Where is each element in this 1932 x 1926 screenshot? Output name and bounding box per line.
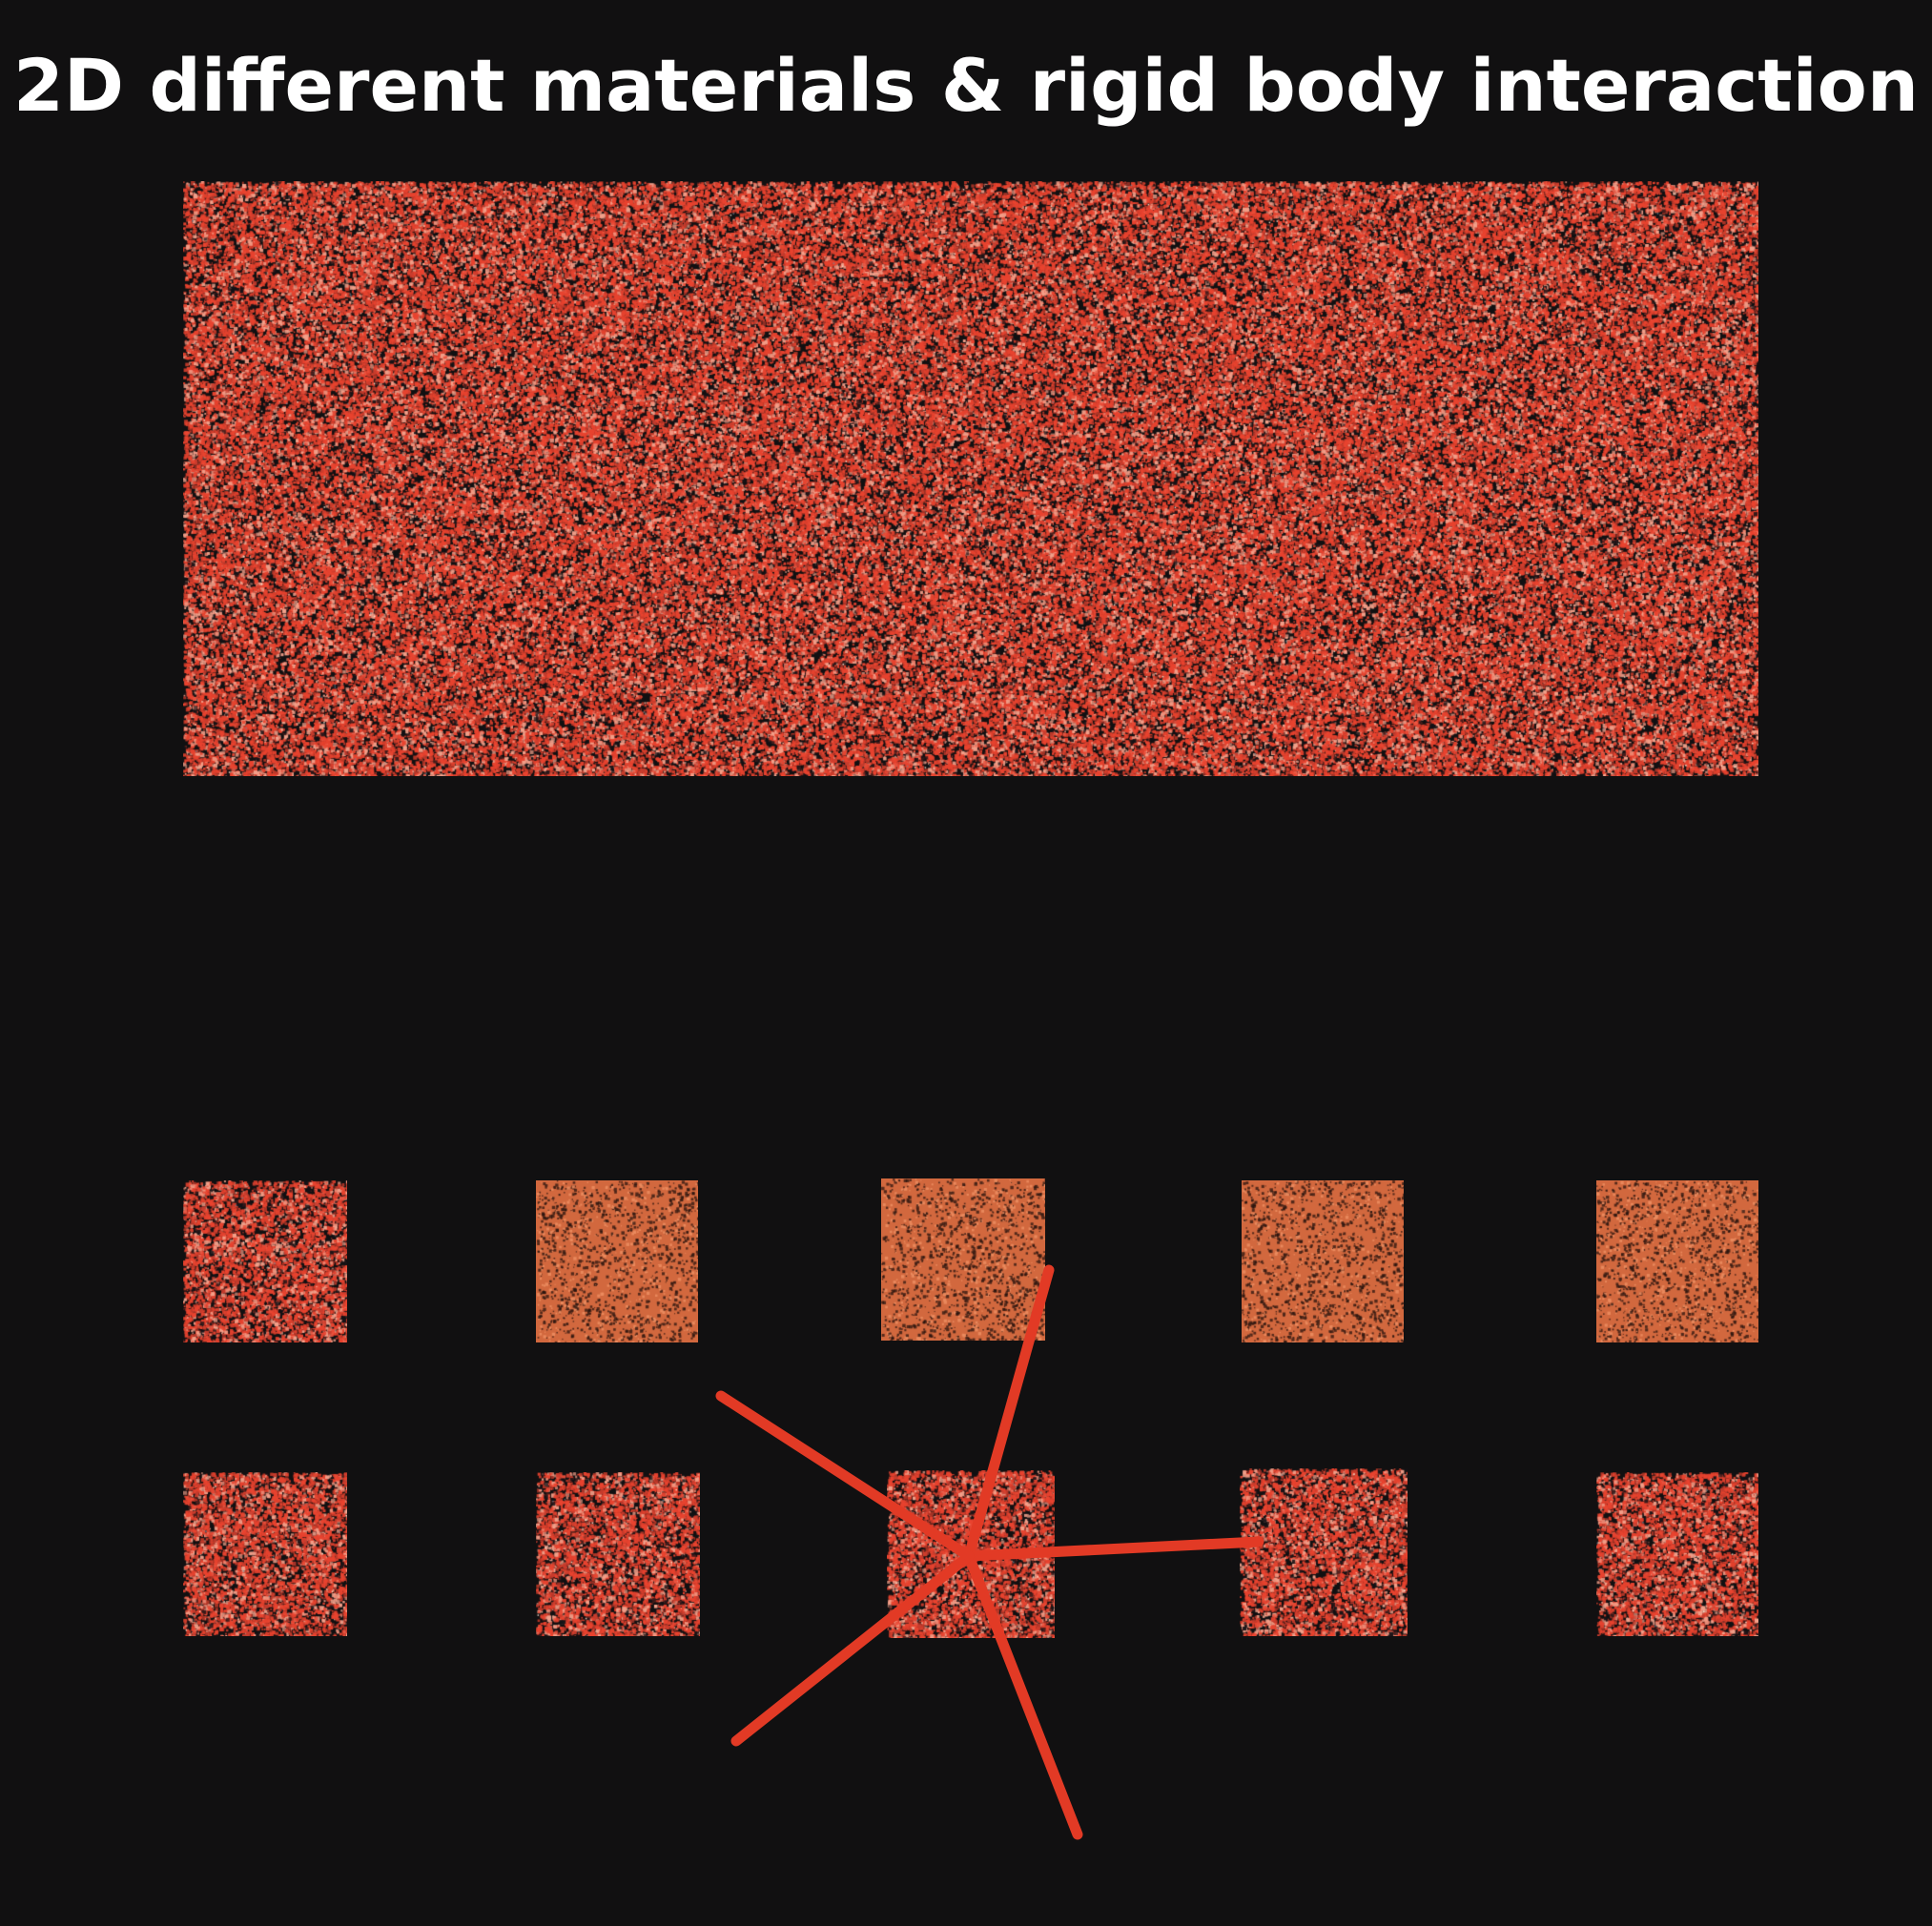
material-square-row2-col4 [1240,1468,1408,1636]
material-square-row1-col3 [881,1178,1045,1341]
particle-field [1240,1468,1408,1636]
material-square-row2-col1 [183,1472,347,1636]
material-square-row2-col2 [536,1472,700,1636]
material-square-row1-col2 [536,1180,698,1342]
material-slab-top [183,181,1758,776]
page-title: 2D different materials & rigid body inte… [13,43,1919,128]
particle-field [1596,1472,1758,1636]
particle-field [183,1472,347,1636]
particle-field [1596,1180,1758,1342]
particle-field [1242,1180,1404,1342]
particle-field [183,181,1758,776]
particle-field [881,1178,1045,1341]
material-square-row1-col4 [1242,1180,1404,1342]
material-square-row1-col1 [183,1180,347,1342]
particle-field [183,1180,347,1342]
material-square-row1-col5 [1596,1180,1758,1342]
material-square-row2-col5 [1596,1472,1758,1636]
particle-field [536,1180,698,1342]
particle-field [536,1472,700,1636]
particle-field [887,1470,1055,1638]
material-square-row2-col3 [887,1470,1055,1638]
